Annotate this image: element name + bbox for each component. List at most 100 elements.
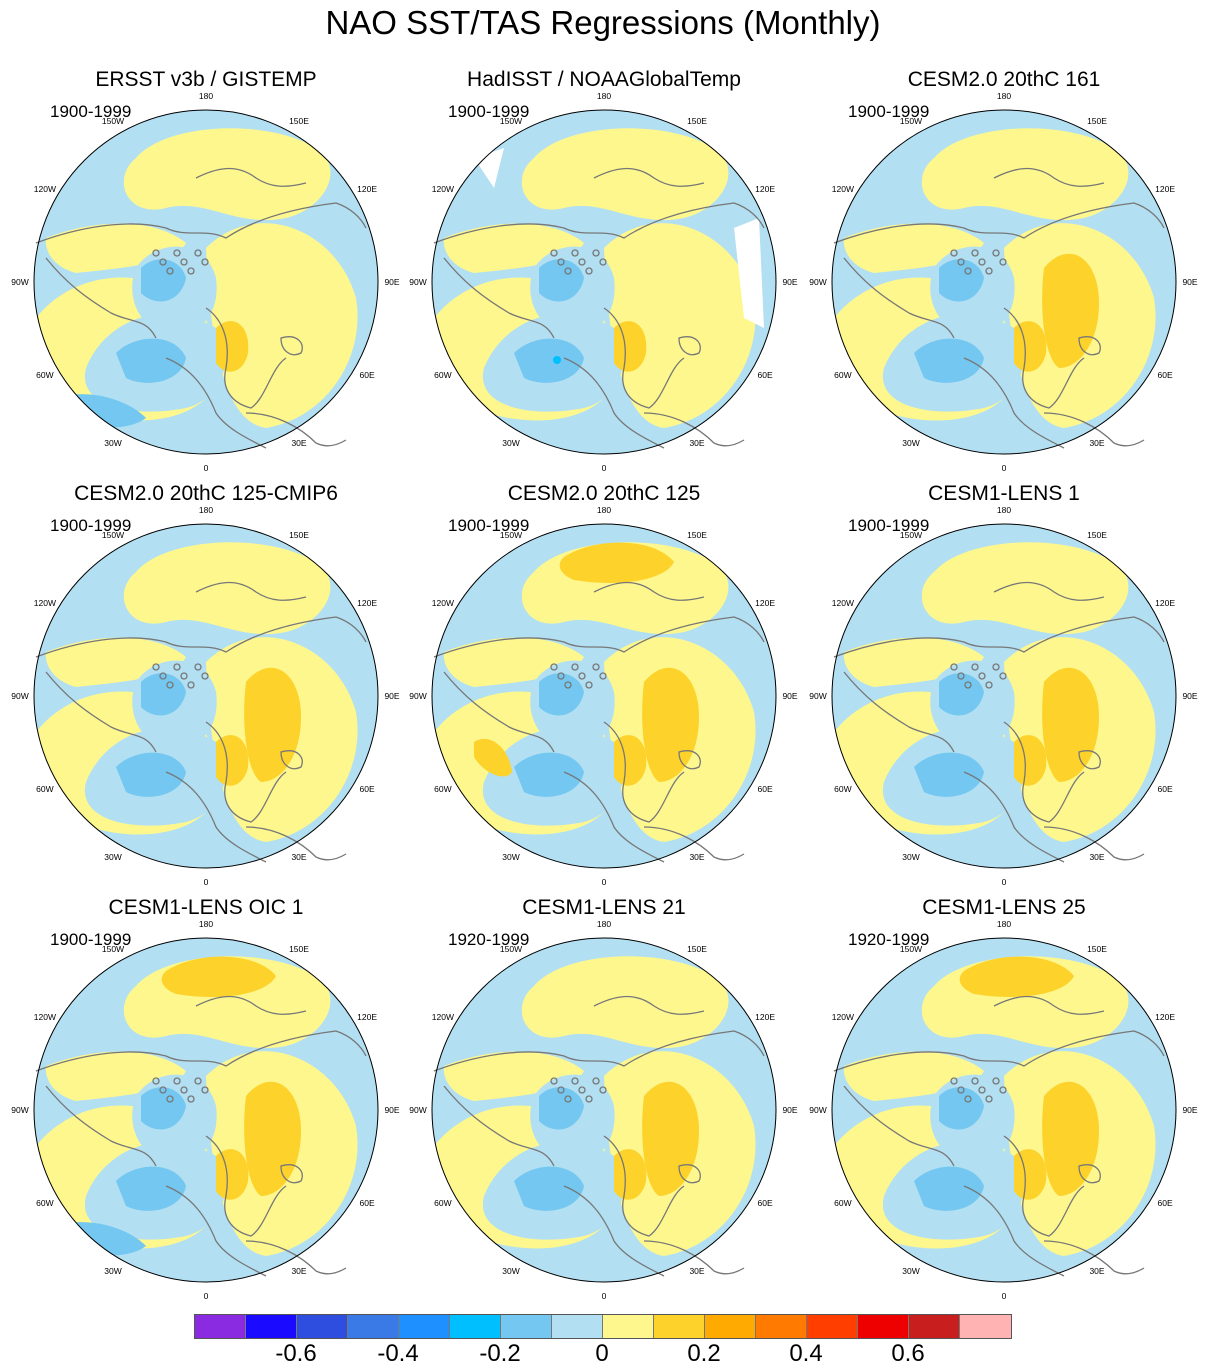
- longitude-label: 180: [997, 505, 1011, 515]
- polar-map: 180 150E 120E 90E 60E 30E 0 30W 60W 90W 120W 150W: [809, 505, 1198, 887]
- longitude-label: 120E: [1155, 184, 1175, 194]
- longitude-label: 0: [1002, 1291, 1007, 1301]
- longitude-label: 60W: [834, 370, 851, 380]
- longitude-label: 30W: [502, 852, 519, 862]
- period-label: 1920-1999: [448, 930, 530, 949]
- map-panel: CESM1-LENS OIC 1 180 150E 120E 90E 60E 30E 0 30W…: [11, 896, 400, 1301]
- longitude-label: 120W: [34, 1012, 56, 1022]
- polar-map: 180 150E 120E 90E 60E 30E 0 30W 60W 90W 120W 150W: [409, 505, 798, 887]
- longitude-label: 150E: [687, 944, 707, 954]
- longitude-label: 150W: [900, 944, 922, 954]
- longitude-label: 150E: [1087, 530, 1107, 540]
- longitude-label: 150E: [1087, 944, 1107, 954]
- longitude-label: 120E: [755, 598, 775, 608]
- map-panel: HadISST / NOAAGlobalTemp 180 150E 120E 90E 60…: [409, 68, 798, 473]
- longitude-label: 30E: [689, 438, 704, 448]
- longitude-label: 150W: [500, 944, 522, 954]
- longitude-label: 30W: [902, 1266, 919, 1276]
- longitude-label: 90W: [809, 691, 826, 701]
- longitude-label: 0: [204, 1291, 209, 1301]
- polar-map: 180 150E 120E 90E 60E 30E 0 30W 60W 90W 120W 150W: [409, 91, 798, 473]
- longitude-label: 60E: [758, 784, 773, 794]
- colorbar-tick-label: -0.2: [479, 1340, 521, 1367]
- panel-title: CESM1-LENS 21: [522, 896, 686, 919]
- longitude-label: 90W: [11, 1105, 28, 1115]
- longitude-label: 90E: [1182, 691, 1197, 701]
- longitude-label: 150W: [102, 944, 124, 954]
- colorbar-cell: [450, 1315, 501, 1338]
- colorbar-cell: [858, 1315, 909, 1338]
- longitude-label: 90E: [384, 1105, 399, 1115]
- colorbar-cell: [807, 1315, 858, 1338]
- colorbar-cell: [297, 1315, 348, 1338]
- map-panel: CESM1-LENS 1 180 150E 120E 90E 60E 30E 0 30W 60W 9…: [809, 482, 1198, 887]
- colorbar-tick-label: 0.6: [891, 1340, 925, 1367]
- colorbar-cell: [501, 1315, 552, 1338]
- longitude-label: 0: [204, 463, 209, 473]
- longitude-label: 60W: [834, 1198, 851, 1208]
- map-panel: CESM2.0 20thC 125-CMIP6 180 150E 120E 90E 60E…: [11, 482, 400, 887]
- longitude-label: 30W: [104, 852, 121, 862]
- longitude-label: 30E: [291, 1266, 306, 1276]
- longitude-label: 60E: [758, 1198, 773, 1208]
- longitude-label: 180: [997, 91, 1011, 101]
- colorbar-tick-label: 0.2: [687, 1340, 721, 1367]
- longitude-label: 90W: [809, 1105, 826, 1115]
- polar-map: 180 150E 120E 90E 60E 30E 0 30W 60W 90W 120W 150W: [809, 91, 1198, 473]
- longitude-label: 30W: [902, 438, 919, 448]
- period-label: 1900-1999: [50, 102, 132, 121]
- map-panel: CESM1-LENS 25 180 150E 120E 90E 60E 30E 0 30W 60W…: [809, 896, 1198, 1301]
- longitude-label: 0: [204, 877, 209, 887]
- polar-map: 180 150E 120E 90E 60E 30E 0 30W 60W 90W 120W 150W: [11, 505, 400, 887]
- colorbar-cell: [552, 1315, 603, 1338]
- map-panel: ERSST v3b / GISTEMP 180 150E 120E 90E 60E 30E 0…: [11, 68, 400, 473]
- period-label: 1900-1999: [50, 930, 132, 949]
- period-label: 1900-1999: [848, 102, 930, 121]
- polar-map: 180 150E 120E 90E 60E 30E 0 30W 60W 90W 120W 150W: [409, 919, 798, 1301]
- longitude-label: 120W: [832, 184, 854, 194]
- period-label: 1900-1999: [848, 516, 930, 535]
- panel-title: CESM1-LENS 1: [928, 482, 1080, 505]
- longitude-label: 90E: [782, 691, 797, 701]
- panel-title: CESM1-LENS OIC 1: [108, 896, 304, 919]
- longitude-label: 120E: [755, 1012, 775, 1022]
- colorbar-tick-label: 0: [595, 1340, 609, 1367]
- longitude-label: 30E: [689, 1266, 704, 1276]
- colorbar-cell: [654, 1315, 705, 1338]
- longitude-label: 30E: [1089, 1266, 1104, 1276]
- panel-title: ERSST v3b / GISTEMP: [95, 68, 317, 91]
- longitude-label: 150W: [500, 530, 522, 540]
- longitude-label: 150E: [687, 530, 707, 540]
- longitude-label: 60E: [360, 1198, 375, 1208]
- longitude-label: 0: [602, 463, 607, 473]
- longitude-label: 150E: [1087, 116, 1107, 126]
- colorbar-labels: -0.6 -0.4 -0.2 0 0.2 0.4 0.6: [194, 1340, 1014, 1370]
- longitude-label: 90E: [1182, 277, 1197, 287]
- longitude-label: 120E: [357, 184, 377, 194]
- longitude-label: 30E: [291, 438, 306, 448]
- longitude-label: 90E: [384, 277, 399, 287]
- longitude-label: 60W: [434, 1198, 451, 1208]
- longitude-label: 90E: [1182, 1105, 1197, 1115]
- longitude-label: 0: [1002, 463, 1007, 473]
- longitude-label: 180: [597, 91, 611, 101]
- colorbar-cell: [909, 1315, 960, 1338]
- longitude-label: 30E: [689, 852, 704, 862]
- colorbar-tick-label: -0.6: [275, 1340, 317, 1367]
- longitude-label: 60E: [360, 370, 375, 380]
- longitude-label: 120W: [832, 1012, 854, 1022]
- polar-map: 180 150E 120E 90E 60E 30E 0 30W 60W 90W 120W 150W: [809, 919, 1198, 1301]
- longitude-label: 0: [1002, 877, 1007, 887]
- longitude-label: 180: [597, 919, 611, 929]
- colorbar-cell: [348, 1315, 399, 1338]
- panel-title: CESM2.0 20thC 125: [507, 482, 701, 505]
- longitude-label: 150W: [900, 116, 922, 126]
- longitude-label: 60W: [36, 1198, 53, 1208]
- colorbar-cell: [756, 1315, 807, 1338]
- longitude-label: 90W: [409, 277, 426, 287]
- longitude-label: 90E: [384, 691, 399, 701]
- longitude-label: 150E: [289, 116, 309, 126]
- longitude-label: 120W: [432, 184, 454, 194]
- longitude-label: 90W: [11, 691, 28, 701]
- longitude-label: 150E: [687, 116, 707, 126]
